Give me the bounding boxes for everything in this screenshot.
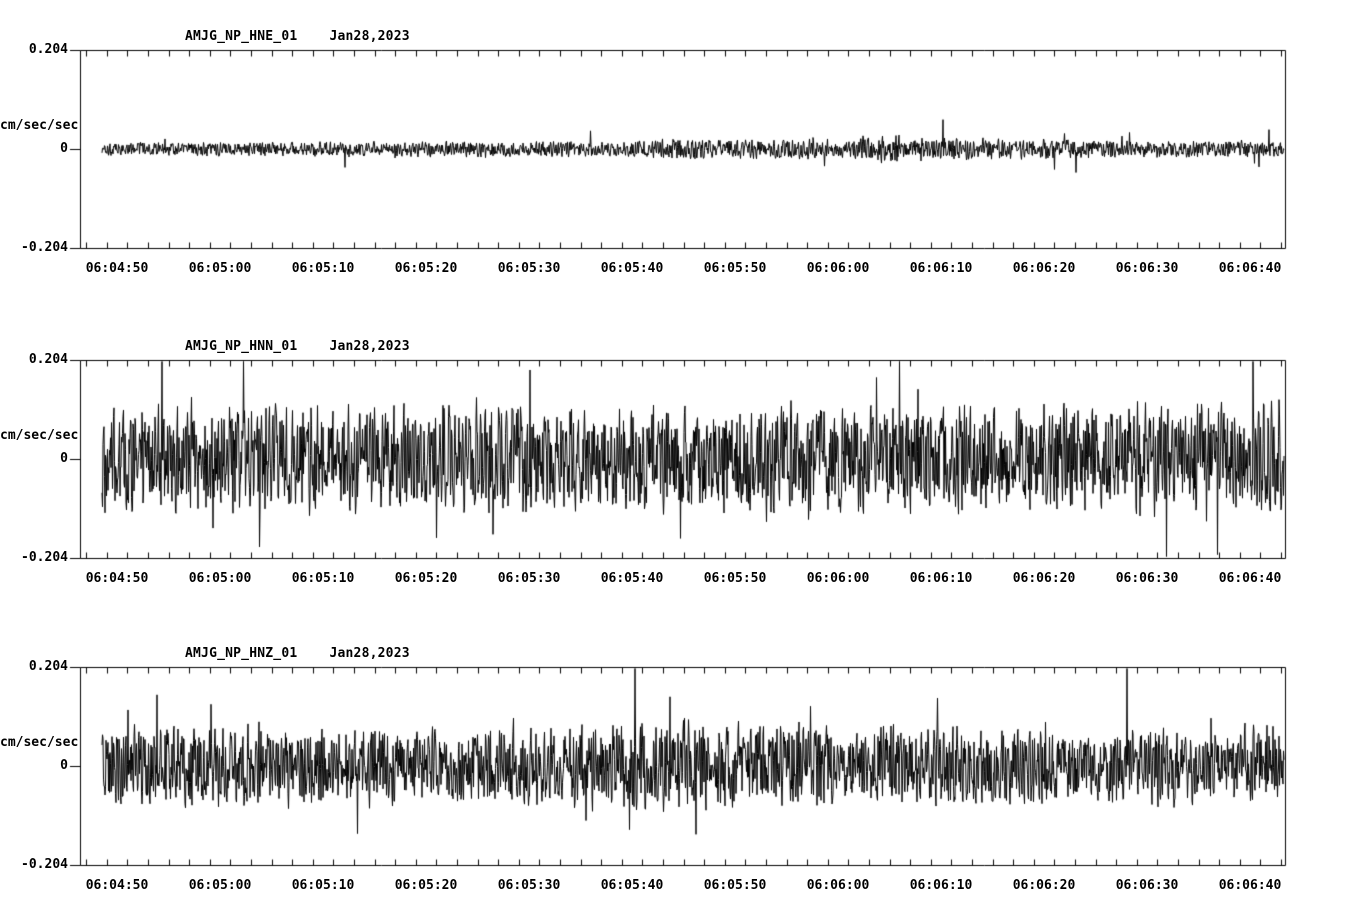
- x-tick-label: 06:06:00: [806, 571, 870, 586]
- x-tick-label: 06:05:10: [291, 571, 355, 586]
- x-tick-label: 06:06:40: [1218, 878, 1282, 893]
- x-tick-label: 06:05:40: [600, 571, 664, 586]
- x-tick-label: 06:06:10: [909, 261, 973, 276]
- x-tick-label: 06:05:30: [497, 261, 561, 276]
- x-tick-label: 06:04:50: [85, 878, 149, 893]
- x-tick-label: 06:06:20: [1012, 571, 1076, 586]
- x-tick-label: 06:05:20: [394, 571, 458, 586]
- x-tick-label: 06:05:50: [703, 878, 767, 893]
- x-tick-label: 06:06:30: [1115, 261, 1179, 276]
- x-tick-label: 06:05:00: [188, 261, 252, 276]
- x-tick-label: 06:05:50: [703, 261, 767, 276]
- waveform-canvas-hnn: [0, 310, 1358, 610]
- x-tick-label: 06:05:10: [291, 878, 355, 893]
- x-tick-label: 06:05:40: [600, 261, 664, 276]
- waveform-canvas-hne: [0, 0, 1358, 300]
- x-tick-label: 06:06:20: [1012, 261, 1076, 276]
- x-tick-label: 06:05:00: [188, 878, 252, 893]
- x-tick-label: 06:06:10: [909, 571, 973, 586]
- x-tick-label: 06:06:30: [1115, 878, 1179, 893]
- waveform-canvas-hnz: [0, 617, 1358, 917]
- x-tick-label: 06:05:10: [291, 261, 355, 276]
- x-tick-label: 06:05:20: [394, 878, 458, 893]
- x-tick-label: 06:05:20: [394, 261, 458, 276]
- x-tick-label: 06:06:20: [1012, 878, 1076, 893]
- x-tick-label: 06:06:00: [806, 878, 870, 893]
- x-tick-label: 06:06:40: [1218, 571, 1282, 586]
- x-tick-label: 06:05:30: [497, 878, 561, 893]
- x-tick-label: 06:05:40: [600, 878, 664, 893]
- x-tick-label: 06:05:30: [497, 571, 561, 586]
- x-tick-label: 06:04:50: [85, 261, 149, 276]
- x-tick-label: 06:06:10: [909, 878, 973, 893]
- x-tick-label: 06:04:50: [85, 571, 149, 586]
- x-tick-label: 06:05:00: [188, 571, 252, 586]
- x-tick-label: 06:06:30: [1115, 571, 1179, 586]
- x-tick-label: 06:05:50: [703, 571, 767, 586]
- x-tick-label: 06:06:00: [806, 261, 870, 276]
- x-tick-label: 06:06:40: [1218, 261, 1282, 276]
